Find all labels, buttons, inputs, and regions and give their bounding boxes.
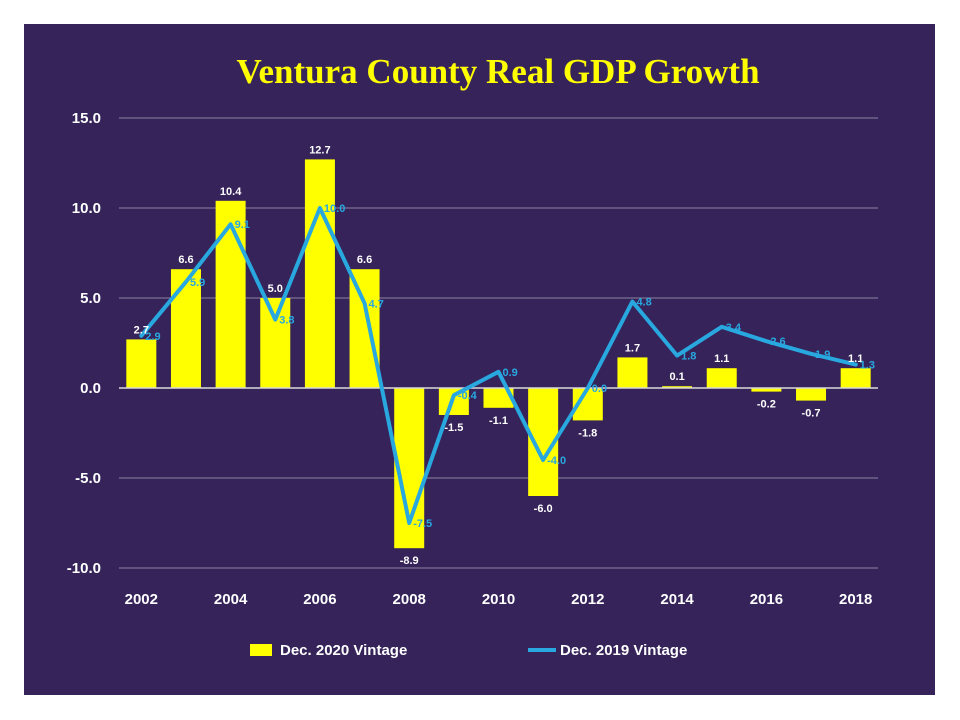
line-label-2005: 3.8: [279, 315, 294, 327]
bar-2015: [706, 368, 737, 388]
bar-label-2004: 10.4: [220, 186, 242, 198]
line-point-2005: [274, 318, 277, 321]
line-label-2004: 9.1: [235, 219, 250, 231]
bar-series: [126, 159, 871, 549]
x-tick-label: 2018: [839, 591, 872, 608]
x-tick-label: 2008: [393, 591, 426, 608]
x-axis-tick-labels: 2002 2004 2006 2008 2010 2012 2014 2016 2018: [125, 591, 873, 608]
bar-2007: [349, 269, 380, 388]
line-label-2008: -7.5: [413, 518, 432, 530]
x-tick-label: 2006: [303, 591, 336, 608]
line-label-2007: 4.7: [369, 298, 384, 310]
x-tick-label: 2016: [750, 591, 783, 608]
x-tick-label: 2014: [660, 591, 694, 608]
bar-2003: [170, 269, 201, 388]
legend-label-dec-2020: Dec. 2020 Vintage: [280, 642, 407, 659]
line-dec-2019-vintage: [139, 206, 858, 525]
x-tick-label: 2004: [214, 591, 248, 608]
line-label-2009: -0.4: [458, 390, 478, 402]
line-point-2014: [676, 354, 679, 357]
line-label-2016: 2.6: [770, 336, 785, 348]
y-tick-label: -10.0: [67, 560, 101, 577]
bar-data-labels: 2.7 6.6 10.4 5.0 12.7 6.6 -8.9 -1.5 -1.1 -6.0 -1.8…: [134, 144, 864, 567]
line-label-2015: 3.4: [726, 322, 742, 334]
bar-2010: [483, 388, 514, 408]
line-point-2018: [854, 363, 857, 366]
bar-2006: [304, 159, 335, 388]
line-label-2011: -4.0: [547, 455, 566, 467]
bar-2014: [662, 386, 693, 388]
x-tick-label: 2010: [482, 591, 515, 608]
line-point-2012: [586, 387, 589, 389]
bar-2016: [751, 388, 782, 392]
x-tick-label: 2002: [125, 591, 158, 608]
bar-2002: [126, 339, 157, 388]
line-label-2012: 0.0: [592, 383, 607, 395]
chart-legend: Dec. 2020 Vintage Dec. 2019 Vintage: [250, 642, 687, 659]
line-label-2014: 1.8: [681, 351, 696, 363]
line-label-2017: 1.9: [815, 349, 830, 361]
line-label-2013: 4.8: [636, 297, 651, 309]
line-point-2007: [363, 302, 366, 305]
bar-label-2009: -1.5: [444, 422, 463, 434]
line-point-2010: [497, 370, 500, 373]
chart-title: Ventura County Real GDP Growth: [236, 52, 759, 91]
bar-label-2008: -8.9: [400, 555, 419, 567]
line-data-labels: 2.9 5.9 9.1 3.8 10.0 4.7 -7.5 -0.4 0.9 -4.0 0.0 4.8…: [145, 203, 875, 530]
bar-2018: [840, 368, 871, 388]
line-point-2017: [810, 352, 813, 355]
bar-2013: [617, 357, 648, 388]
line-point-2006: [318, 207, 321, 209]
line-label-2018: 1.3: [860, 360, 875, 372]
bar-label-2005: 5.0: [268, 283, 283, 295]
bar-label-2014: 0.1: [669, 371, 684, 383]
bar-label-2002: 2.7: [134, 324, 149, 336]
bar-label-2016: -0.2: [757, 399, 776, 411]
y-tick-label: 15.0: [72, 110, 101, 127]
y-tick-label: 10.0: [72, 200, 101, 217]
x-tick-label: 2012: [571, 591, 604, 608]
bar-label-2013: 1.7: [625, 342, 640, 354]
legend-label-dec-2019: Dec. 2019 Vintage: [560, 642, 687, 659]
line-point-2003: [184, 280, 187, 283]
bar-label-2017: -0.7: [802, 408, 821, 420]
y-tick-label: 5.0: [80, 290, 101, 307]
line-label-2003: 5.9: [190, 277, 205, 289]
bar-label-2012: -1.8: [578, 427, 597, 439]
y-tick-label: -5.0: [75, 470, 101, 487]
bar-label-2003: 6.6: [178, 254, 193, 266]
y-axis-tick-labels: 15.0 10.0 5.0 0.0 -5.0 -10.0: [67, 110, 101, 577]
line-point-2013: [631, 300, 634, 303]
line-point-2011: [542, 459, 545, 461]
line-point-2015: [720, 325, 723, 328]
y-tick-label: 0.0: [80, 380, 101, 397]
bar-label-2006: 12.7: [309, 144, 330, 156]
line-label-2010: 0.9: [503, 367, 518, 379]
bar-label-2010: -1.1: [489, 415, 508, 427]
line-point-2008: [408, 522, 411, 524]
bar-label-2015: 1.1: [714, 353, 729, 365]
gdp-growth-chart: Ventura County Real GDP Growth 15.0 10.0 5…: [67, 52, 878, 659]
bar-2017: [796, 388, 827, 401]
bar-2005: [260, 298, 291, 388]
bar-2004: [215, 200, 246, 388]
line-point-2004: [229, 223, 232, 226]
line-label-2006: 10.0: [324, 203, 345, 215]
line-series: [139, 206, 858, 525]
legend-bar-swatch: [250, 644, 272, 656]
slide-background: Ventura County Real GDP Growth 15.0 10.0 5…: [24, 24, 935, 695]
line-point-2016: [765, 340, 768, 343]
bar-label-2018: 1.1: [848, 353, 863, 365]
bar-label-2007: 6.6: [357, 254, 372, 266]
line-point-2009: [452, 394, 455, 397]
bar-2009: [438, 388, 469, 415]
line-point-2002: [140, 334, 143, 337]
line-label-2002: 2.9: [145, 331, 160, 343]
bar-label-2011: -6.0: [534, 503, 553, 515]
